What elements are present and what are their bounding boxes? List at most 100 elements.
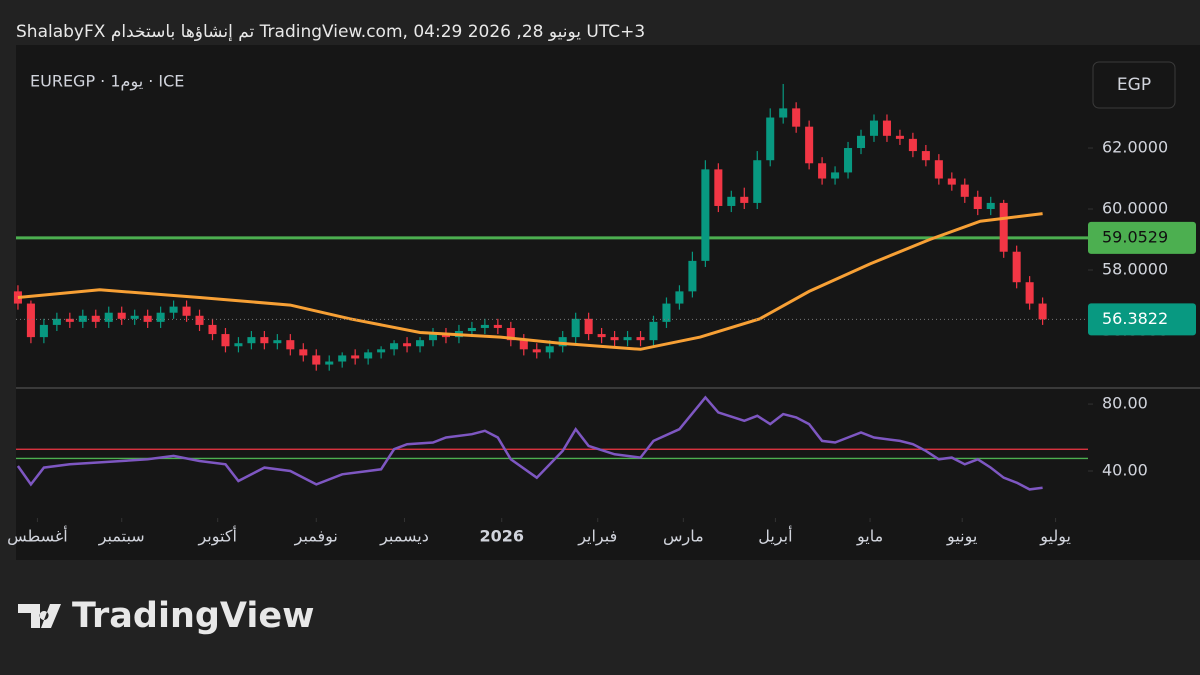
y-tick-label: 62.0000: [1102, 138, 1168, 157]
candle-body: [714, 169, 723, 206]
candle-body: [208, 324, 217, 335]
candle-body: [78, 315, 87, 322]
candle-body: [52, 318, 61, 325]
x-tick-label: أغسطس: [7, 526, 68, 547]
logo-text: TradingView: [72, 596, 314, 636]
candle-body: [895, 135, 904, 139]
x-tick-label: فبراير: [577, 527, 617, 547]
candle-body: [195, 315, 204, 325]
candle-body: [519, 340, 528, 350]
candle-body: [571, 318, 580, 338]
candle-body: [247, 337, 256, 344]
candle-body: [688, 260, 697, 292]
candle-body: [39, 324, 48, 338]
candle-body: [584, 318, 593, 335]
candle-body: [169, 306, 178, 313]
candle-body: [260, 337, 269, 344]
candle-body: [947, 178, 956, 185]
symbol-title: EUREGP · 1يوم · ICE: [30, 72, 184, 92]
level-label: 59.0529: [1102, 227, 1168, 246]
candle-body: [390, 343, 399, 350]
candle-body: [441, 334, 450, 338]
candle-body: [792, 108, 801, 127]
candle-body: [779, 108, 788, 118]
candle-body: [675, 291, 684, 304]
candle-body: [558, 337, 567, 347]
x-tick-label: نوفمبر: [294, 527, 338, 547]
candle-body: [649, 321, 658, 341]
candle-body: [610, 337, 619, 341]
candle-body: [869, 120, 879, 136]
logo: TradingView: [18, 596, 314, 636]
candle-body: [117, 312, 126, 319]
candle-body: [234, 343, 243, 347]
candle-body: [986, 202, 995, 210]
candle-body: [143, 315, 152, 322]
candle-body: [493, 324, 502, 328]
candle-body: [818, 163, 827, 179]
x-tick-label: يونيو: [946, 527, 977, 547]
candle-body: [753, 160, 762, 203]
candle-body: [740, 196, 749, 203]
candle-body: [597, 334, 606, 338]
y-tick-label: 80.00: [1102, 394, 1148, 413]
candle-body: [844, 148, 853, 173]
y-tick-label: 58.0000: [1102, 260, 1168, 279]
candle-body: [662, 303, 671, 322]
candle-body: [182, 306, 191, 316]
candle-body: [273, 340, 282, 344]
x-tick-label: ديسمبر: [379, 527, 429, 547]
candle-body: [766, 117, 775, 161]
candle-body: [882, 120, 891, 136]
candle-body: [26, 303, 35, 338]
candle-body: [221, 334, 230, 347]
candle-body: [403, 343, 412, 347]
candle-body: [727, 196, 736, 206]
x-tick-label: 2026: [479, 527, 524, 546]
candle-body: [1012, 251, 1021, 283]
candle-body: [805, 126, 814, 164]
x-tick-label: أكتوبر: [197, 526, 236, 547]
candle-body: [960, 184, 969, 197]
candle-body: [325, 361, 334, 365]
candle-body: [364, 352, 373, 359]
candle-body: [1038, 303, 1047, 320]
candle-body: [351, 355, 360, 359]
candle-body: [545, 346, 554, 353]
last-price-box: [1088, 303, 1196, 336]
candle-body: [934, 160, 943, 179]
x-tick-label: مايو: [856, 527, 883, 547]
candle-body: [506, 327, 515, 341]
candle-body: [467, 327, 476, 332]
candle-body: [104, 312, 113, 322]
moving-average: [17, 212, 1043, 351]
candle-body: [532, 349, 541, 353]
level-label-box: [1088, 221, 1196, 254]
candle-body: [130, 315, 139, 319]
y-tick-label: 60.0000: [1102, 199, 1168, 218]
candle-body: [1025, 282, 1034, 304]
x-tick-label: سبتمبر: [98, 527, 145, 547]
last-price-label: 56.3822: [1102, 309, 1168, 328]
candle-body: [377, 349, 386, 353]
candle-body: [480, 324, 489, 328]
candle-body: [65, 318, 74, 322]
candle-body: [999, 202, 1008, 252]
candle-body: [156, 312, 165, 322]
x-tick-label: مارس: [663, 527, 704, 547]
candle-body: [428, 334, 438, 341]
candle-body: [921, 151, 930, 161]
currency: EGP: [1117, 75, 1151, 95]
candle-body: [416, 340, 425, 347]
candle-body: [973, 196, 982, 210]
logo-icon: [18, 604, 61, 628]
rsi-line: [16, 395, 1043, 491]
candle-body: [908, 138, 917, 152]
candle-body: [312, 355, 321, 365]
candle-body: [831, 172, 840, 179]
candle-body: [338, 355, 347, 362]
header: ShalabyFX تم إنشاؤها باستخدام TradingVie…: [16, 22, 645, 42]
candle-body: [91, 315, 100, 322]
currency-box[interactable]: [1092, 61, 1176, 109]
